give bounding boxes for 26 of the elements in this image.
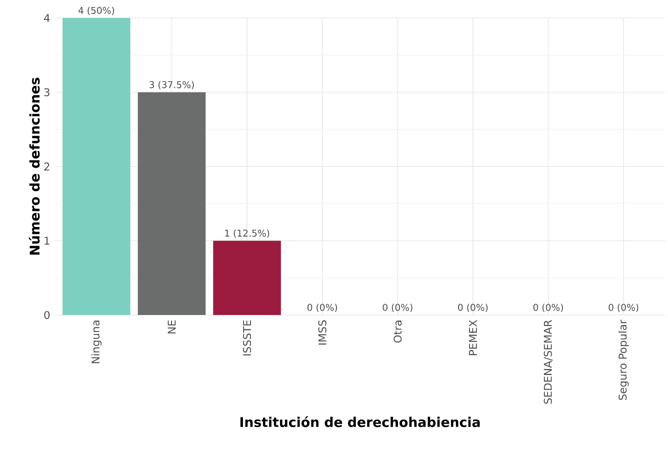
data-label: 4 (50%)	[78, 6, 114, 16]
bar	[138, 92, 206, 315]
y-tick-label: 1	[44, 236, 50, 245]
x-axis-title: Institución de derechohabiencia	[240, 416, 480, 428]
y-tick-label: 4	[44, 14, 50, 22]
bar	[213, 240, 281, 315]
x-tick-label: Otra	[394, 320, 402, 343]
x-tick-label: SEDENA/SEMAR	[544, 320, 553, 404]
x-tick-label: PEMEX	[469, 320, 477, 356]
x-tick-label: Ninguna	[91, 320, 102, 364]
data-label: 0 (0%)	[458, 304, 488, 312]
data-label: 3 (37.5%)	[150, 81, 194, 90]
data-label: 0 (0%)	[382, 304, 412, 312]
y-axis-title: Número de defunciones	[28, 78, 40, 255]
x-tick-label: Seguro Popular	[618, 320, 629, 400]
x-tick-label: IMSS	[318, 320, 326, 345]
data-label: 0 (0%)	[533, 304, 563, 312]
bar	[62, 18, 130, 315]
data-label: 1 (12.5%)	[225, 230, 270, 238]
data-label: 0 (0%)	[608, 304, 638, 312]
y-tick-label: 0	[44, 310, 50, 320]
y-tick-label: 2	[44, 162, 50, 170]
data-label: 0 (0%)	[307, 304, 338, 312]
x-tick-label: NE	[168, 320, 176, 334]
x-tick-label: ISSSTE	[242, 320, 252, 356]
y-tick-label: 3	[44, 88, 50, 96]
